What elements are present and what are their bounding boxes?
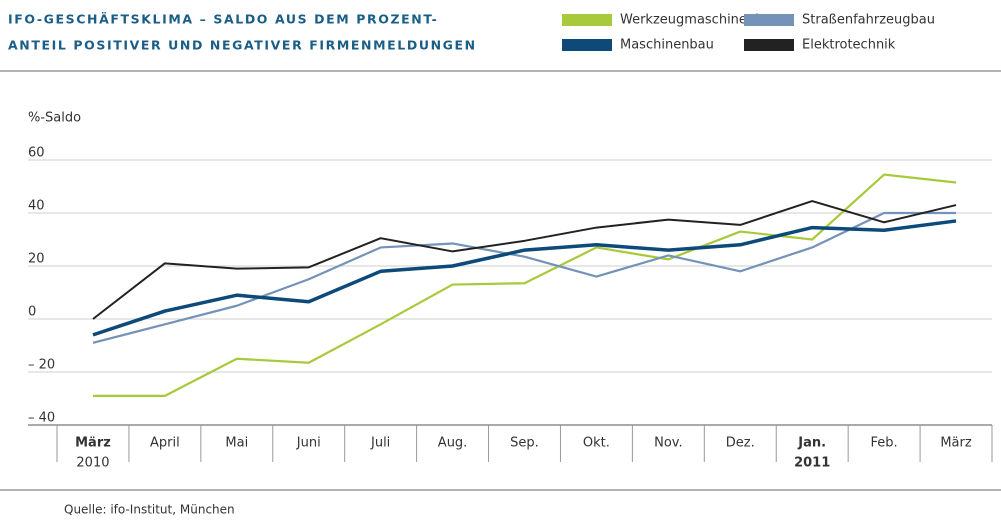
x-tick-label: Sep. (510, 436, 539, 451)
x-tick-label: Feb. (871, 436, 898, 451)
y-tick-label: 20 (28, 252, 45, 267)
y-tick-label: 0 (28, 305, 36, 320)
x-tick-label: Okt. (583, 436, 610, 451)
y-tick-label: – 20 (28, 358, 55, 373)
x-tick-label: März (75, 436, 111, 451)
legend-label: Straßenfahrzeugbau (802, 13, 935, 28)
x-tick-label: April (150, 436, 180, 451)
legend-swatch (744, 14, 794, 26)
x-tick-label: Nov. (654, 436, 683, 451)
y-tick-label: 60 (28, 146, 45, 161)
chart-title: ANTEIL POSITIVER UND NEGATIVER FIRMENMEL… (8, 38, 477, 53)
legend-swatch (562, 39, 612, 51)
series-line (92, 173, 957, 397)
series-line (92, 211, 957, 344)
y-tick-label: – 40 (28, 411, 55, 426)
series-line (92, 200, 957, 320)
chart-title: IFO-GESCHÄFTSKLIMA – SALDO AUS DEM PROZE… (8, 12, 438, 27)
y-tick-label: 40 (28, 199, 45, 214)
x-tick-label: Mai (225, 436, 248, 451)
y-axis-label: %-Saldo (28, 111, 81, 126)
legend-swatch (744, 39, 794, 51)
series-line (92, 219, 957, 337)
x-tick-label: Juni (296, 436, 321, 451)
legend-label: Maschinenbau (620, 38, 714, 53)
legend-label: Elektrotechnik (802, 38, 896, 53)
x-tick-label: Juli (370, 436, 390, 451)
source: Quelle: ifo-Institut, München (64, 503, 235, 517)
x-tick-label: März (940, 436, 972, 451)
legend-swatch (562, 14, 612, 26)
legend-label: Werkzeugmaschinenbau (620, 13, 780, 28)
x-sublabel: 2010 (76, 456, 109, 471)
x-tick-label: Jan. (797, 436, 826, 451)
x-sublabel: 2011 (794, 456, 830, 471)
x-tick-label: Aug. (438, 436, 468, 451)
x-tick-label: Dez. (726, 436, 755, 451)
